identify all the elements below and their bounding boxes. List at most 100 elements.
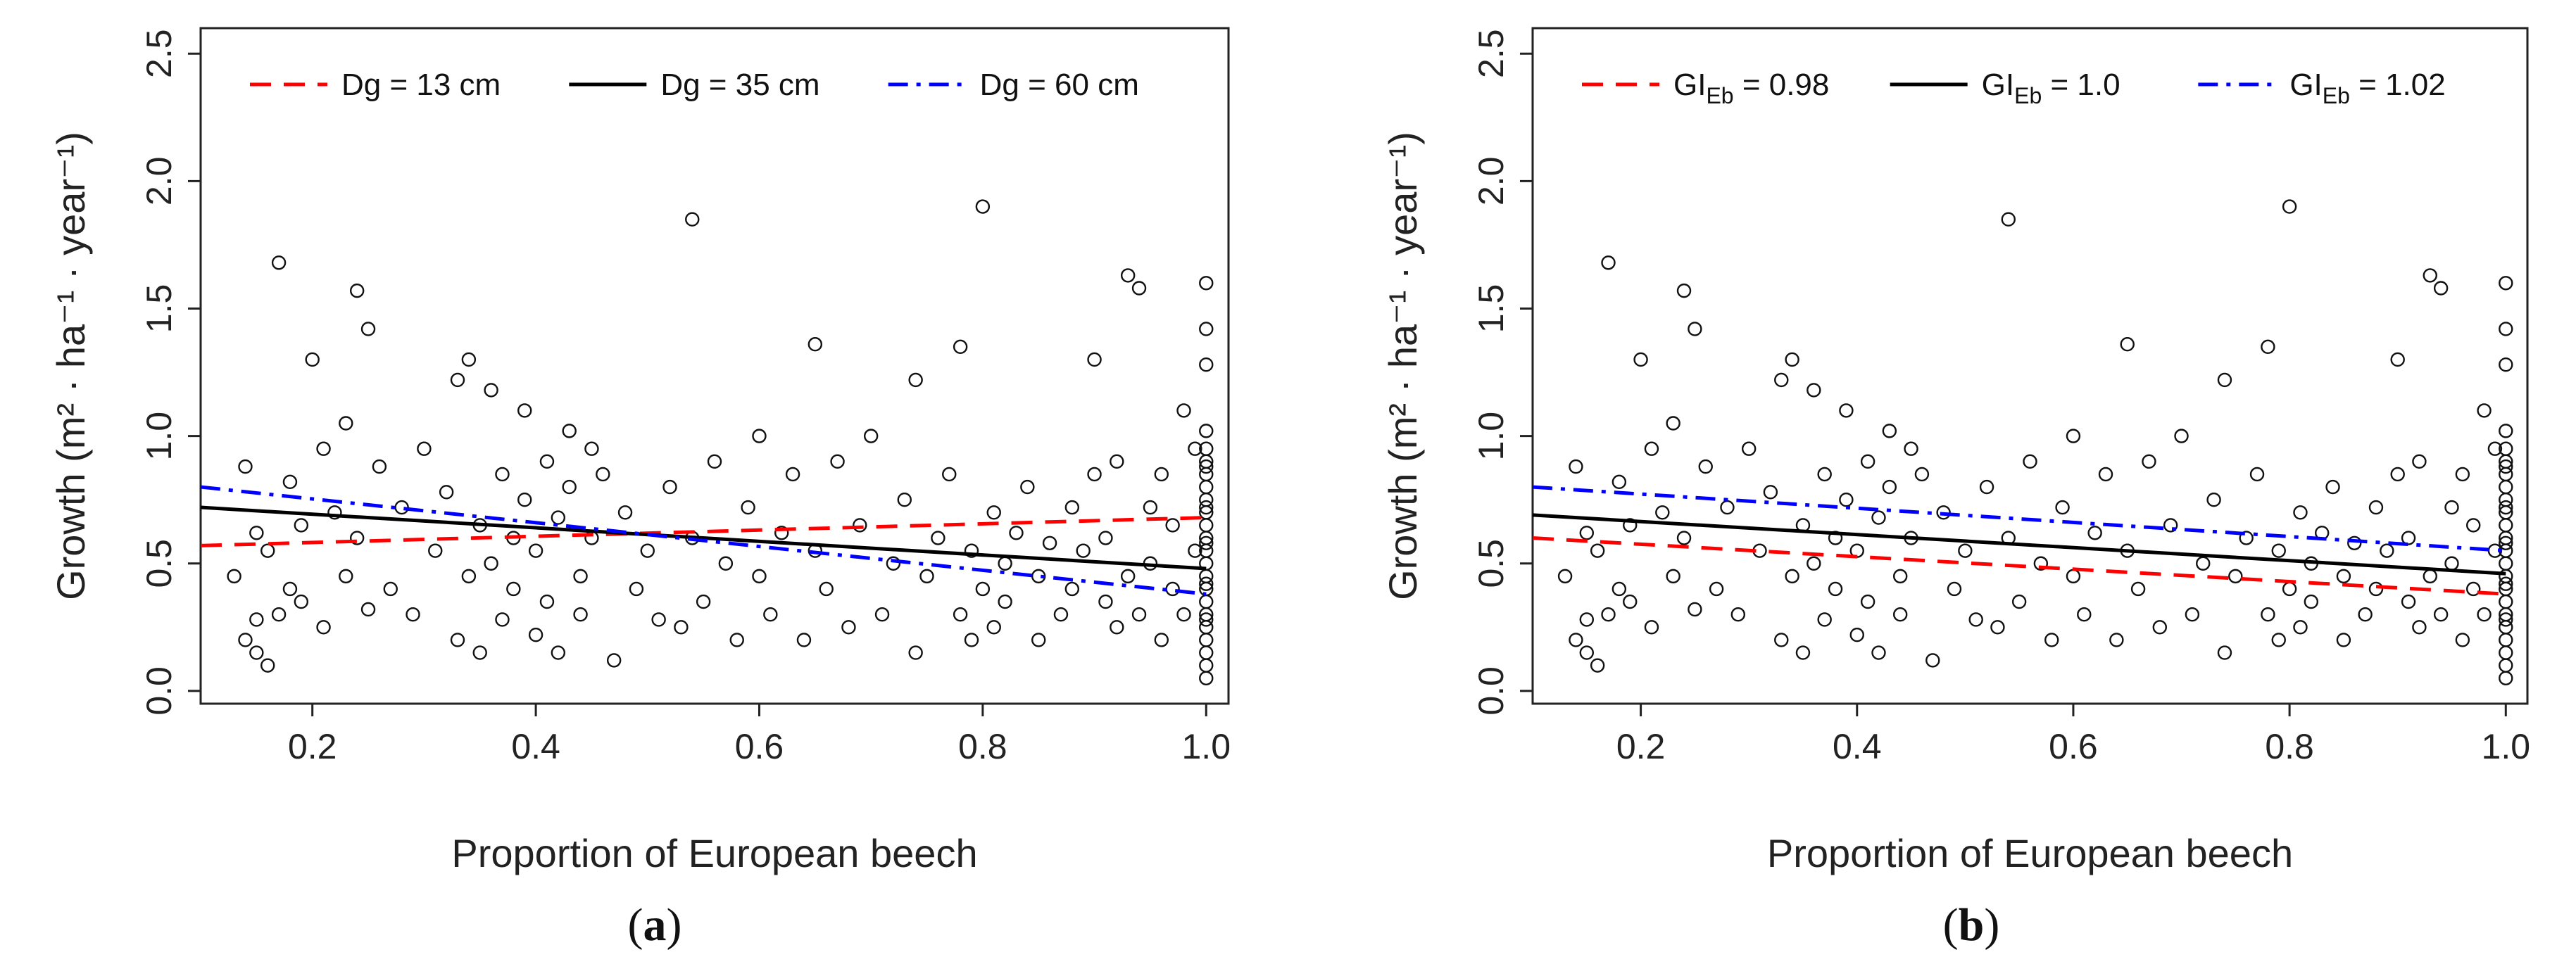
data-point [2358, 607, 2373, 622]
data-point [2142, 454, 2156, 469]
legend-label: GIEb = 1.02 [2289, 68, 2445, 108]
data-point [1698, 459, 1713, 474]
data-point [2499, 620, 2513, 635]
data-point [2390, 467, 2405, 482]
data-point [2499, 671, 2513, 685]
data-point [596, 467, 610, 482]
data-point [2185, 607, 2200, 622]
data-point [1979, 479, 1994, 495]
data-point [2499, 424, 2513, 438]
data-point [1176, 607, 1191, 622]
data-point [1087, 467, 1102, 482]
data-point [1709, 581, 1724, 597]
data-point [1611, 581, 1627, 597]
data-point [1199, 658, 1214, 673]
data-point [1199, 620, 1214, 635]
data-point [1199, 322, 1214, 336]
data-point [1154, 467, 1169, 482]
data-point [528, 627, 544, 642]
plot-frame [1531, 27, 2529, 705]
data-point [886, 556, 901, 571]
data-point [975, 199, 991, 214]
data-point [942, 467, 957, 482]
data-point [2130, 581, 2146, 597]
data-point [2261, 339, 2275, 355]
data-point [1807, 556, 1821, 571]
data-point [2466, 518, 2481, 533]
data-point [1839, 403, 1854, 418]
data-point [1871, 510, 1886, 525]
data-point [1199, 645, 1214, 660]
data-point [1676, 283, 1692, 298]
data-point [551, 645, 566, 660]
data-point [1199, 479, 1214, 495]
data-point [1936, 505, 1951, 520]
data-point [1958, 543, 1973, 558]
data-point [2466, 581, 2481, 597]
x-tick-label: 1.0 [2482, 727, 2531, 766]
data-point [2217, 645, 2232, 660]
data-point [450, 372, 465, 388]
data-point [674, 620, 689, 635]
data-point [238, 459, 253, 474]
data-point [294, 594, 309, 609]
data-point [1076, 543, 1091, 558]
data-point [1199, 671, 1214, 685]
data-point [506, 581, 521, 597]
data-point [998, 594, 1012, 609]
data-point [360, 322, 376, 336]
data-point [1199, 492, 1214, 507]
data-point [1633, 352, 1648, 367]
data-point [1199, 594, 1214, 609]
data-point [439, 485, 454, 500]
data-point [1882, 424, 1897, 438]
data-point [1009, 526, 1024, 540]
data-point [1098, 531, 1113, 545]
data-point [964, 543, 979, 558]
data-point [1849, 627, 1864, 642]
data-point [305, 352, 320, 367]
data-point [1601, 255, 1616, 270]
data-point [1199, 459, 1214, 474]
data-point [1176, 403, 1191, 418]
data-point [2499, 322, 2513, 336]
data-point [249, 645, 264, 660]
data-point [1087, 352, 1102, 367]
regression-line [1532, 513, 2506, 576]
data-point [1817, 467, 1832, 482]
data-point [953, 339, 968, 355]
data-point [1020, 479, 1035, 495]
data-point [1120, 569, 1136, 584]
data-point [1579, 645, 1594, 660]
legend-label: Dg = 60 cm [980, 68, 1139, 102]
data-point [1188, 441, 1202, 456]
data-point [573, 607, 588, 622]
data-point [1199, 612, 1214, 627]
panel-letter: a [643, 899, 667, 951]
data-point [2499, 500, 2513, 515]
y-tick-label: 2.5 [1471, 29, 1511, 78]
data-point [2023, 454, 2037, 469]
data-point [1042, 535, 1057, 550]
data-point [931, 531, 945, 545]
data-point [2499, 492, 2513, 507]
data-point [763, 607, 778, 622]
panel-label: (a) [628, 899, 682, 951]
regression-line [200, 505, 1207, 571]
data-point [1904, 441, 1918, 456]
x-axis-title: Proportion of European beech [1767, 831, 2293, 875]
data-point [1968, 612, 1983, 627]
data-point [2239, 531, 2254, 545]
data-point [339, 569, 353, 584]
data-point [1882, 479, 1897, 495]
data-point [2423, 268, 2437, 283]
data-point [874, 607, 890, 622]
data-point [1199, 467, 1214, 482]
data-point [495, 467, 510, 482]
data-point [1828, 581, 1843, 597]
data-point [1720, 500, 1735, 515]
data-point [562, 479, 577, 495]
data-point [417, 441, 432, 456]
y-tick-label: 1.5 [139, 284, 179, 334]
data-point [2499, 459, 2513, 474]
